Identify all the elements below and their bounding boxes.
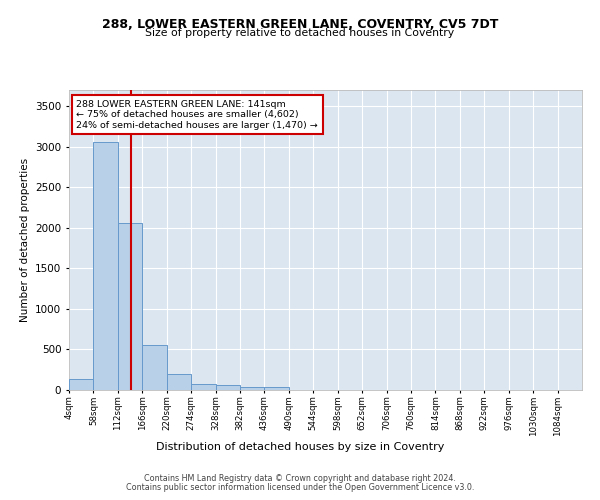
Text: Contains public sector information licensed under the Open Government Licence v3: Contains public sector information licen… bbox=[126, 482, 474, 492]
Text: 288 LOWER EASTERN GREEN LANE: 141sqm
← 75% of detached houses are smaller (4,602: 288 LOWER EASTERN GREEN LANE: 141sqm ← 7… bbox=[76, 100, 318, 130]
Bar bbox=[191, 384, 215, 390]
Text: Distribution of detached houses by size in Coventry: Distribution of detached houses by size … bbox=[156, 442, 444, 452]
Bar bbox=[215, 385, 240, 390]
Y-axis label: Number of detached properties: Number of detached properties bbox=[20, 158, 29, 322]
Text: Contains HM Land Registry data © Crown copyright and database right 2024.: Contains HM Land Registry data © Crown c… bbox=[144, 474, 456, 483]
Bar bbox=[240, 387, 265, 390]
Bar bbox=[118, 223, 142, 390]
Bar bbox=[94, 142, 118, 390]
Bar bbox=[265, 387, 289, 390]
Bar bbox=[142, 344, 167, 390]
Bar bbox=[167, 374, 191, 390]
Text: 288, LOWER EASTERN GREEN LANE, COVENTRY, CV5 7DT: 288, LOWER EASTERN GREEN LANE, COVENTRY,… bbox=[102, 18, 498, 30]
Text: Size of property relative to detached houses in Coventry: Size of property relative to detached ho… bbox=[145, 28, 455, 38]
Bar bbox=[69, 378, 94, 390]
